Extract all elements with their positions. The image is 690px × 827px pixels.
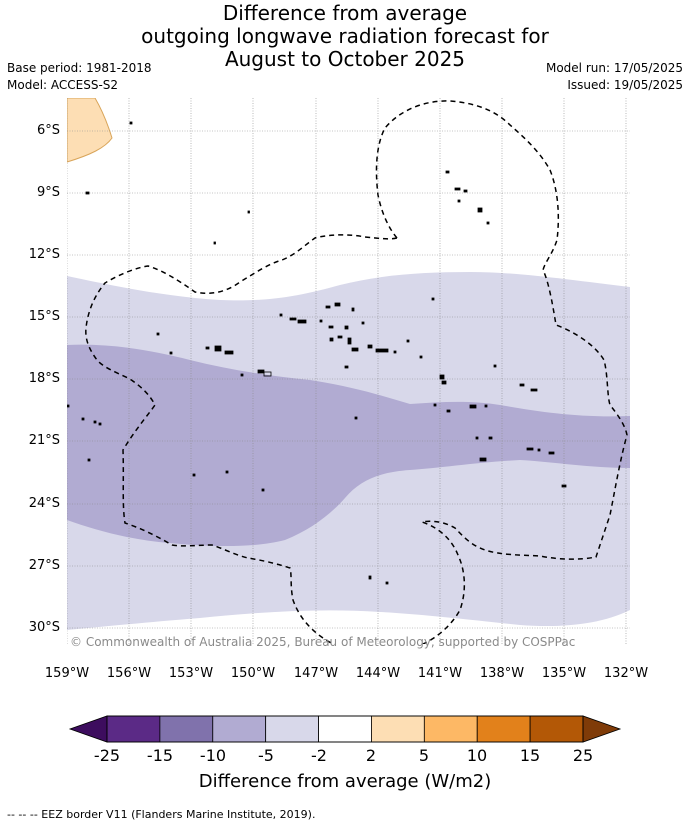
lat-label-30s: 30°S <box>28 620 60 635</box>
colorbar-label: -5 <box>258 746 274 765</box>
colorbar-label: 15 <box>519 746 541 765</box>
colorbar-over-arrow <box>582 715 622 743</box>
anomaly-positive-patch <box>67 98 113 163</box>
colorbar-segment <box>476 715 531 743</box>
lon-label-150w: 150°W <box>230 666 276 681</box>
colorbar-label: -2 <box>311 746 327 765</box>
colorbar-label: 25 <box>572 746 594 765</box>
colorbar-segment <box>318 715 372 743</box>
lon-label-153w: 153°W <box>168 666 214 681</box>
colorbar-label: 5 <box>418 746 430 765</box>
lat-label-15s: 15°S <box>28 309 60 324</box>
lon-label-144w: 144°W <box>355 666 401 681</box>
lon-label-159w: 159°W <box>44 666 90 681</box>
eez-footnote: -- -- -- EEZ border V11 (Flanders Marine… <box>7 808 316 821</box>
colorbar-label: 10 <box>466 746 488 765</box>
colorbar-segment <box>106 715 161 743</box>
base-period: Base period: 1981-2018 <box>7 61 152 75</box>
islands <box>67 121 567 585</box>
title-line-3: August to October 2025 <box>224 47 466 71</box>
lon-label-141w: 141°W <box>417 666 463 681</box>
title-line-1: Difference from average <box>222 1 468 25</box>
colorbar-segment <box>265 715 319 743</box>
colorbar-title: Difference from average (W/m2) <box>198 771 492 792</box>
lat-label-6s: 6°S <box>36 123 60 138</box>
colorbar-segments <box>106 715 584 743</box>
colorbar-segment <box>212 715 267 743</box>
colorbar-frame <box>106 715 584 743</box>
lon-label-135w: 135°W <box>541 666 587 681</box>
colorbar-label: -10 <box>199 746 227 765</box>
lat-label-9s: 9°S <box>36 185 60 200</box>
model-name: Model: ACCESS-S2 <box>7 78 119 92</box>
title-line-2: outgoing longwave radiation forecast for <box>141 24 549 48</box>
gridlines <box>67 98 630 644</box>
map-area <box>67 98 630 644</box>
issued-date: Issued: 19/05/2025 <box>567 78 683 92</box>
lon-label-156w: 156°W <box>106 666 152 681</box>
anomaly-band-mid <box>67 344 630 547</box>
lat-label-21s: 21°S <box>28 433 60 448</box>
colorbar-label: 2 <box>365 746 377 765</box>
lat-label-18s: 18°S <box>28 371 60 386</box>
colorbar-segment <box>423 715 478 743</box>
colorbar-label: -25 <box>93 746 121 765</box>
colorbar <box>68 715 622 743</box>
lat-label-24s: 24°S <box>28 496 60 511</box>
chart-title: Difference from average outgoing longwav… <box>0 2 690 71</box>
colorbar-label: -15 <box>146 746 174 765</box>
lon-label-132w: 132°W <box>603 666 649 681</box>
colorbar-segment <box>159 715 214 743</box>
colorbar-segment <box>529 715 584 743</box>
colorbar-segment <box>371 715 425 743</box>
copyright-notice: © Commonwealth of Australia 2025, Bureau… <box>70 635 576 649</box>
meta-right: Model run: 17/05/2025 Issued: 19/05/2025 <box>546 60 683 94</box>
model-run: Model run: 17/05/2025 <box>545 61 683 75</box>
lon-label-138w: 138°W <box>479 666 525 681</box>
lat-label-12s: 12°S <box>28 247 60 262</box>
meta-left: Base period: 1981-2018 Model: ACCESS-S2 <box>7 60 152 94</box>
colorbar-under-arrow <box>68 715 108 743</box>
lon-label-147w: 147°W <box>293 666 339 681</box>
lat-label-27s: 27°S <box>28 558 60 573</box>
